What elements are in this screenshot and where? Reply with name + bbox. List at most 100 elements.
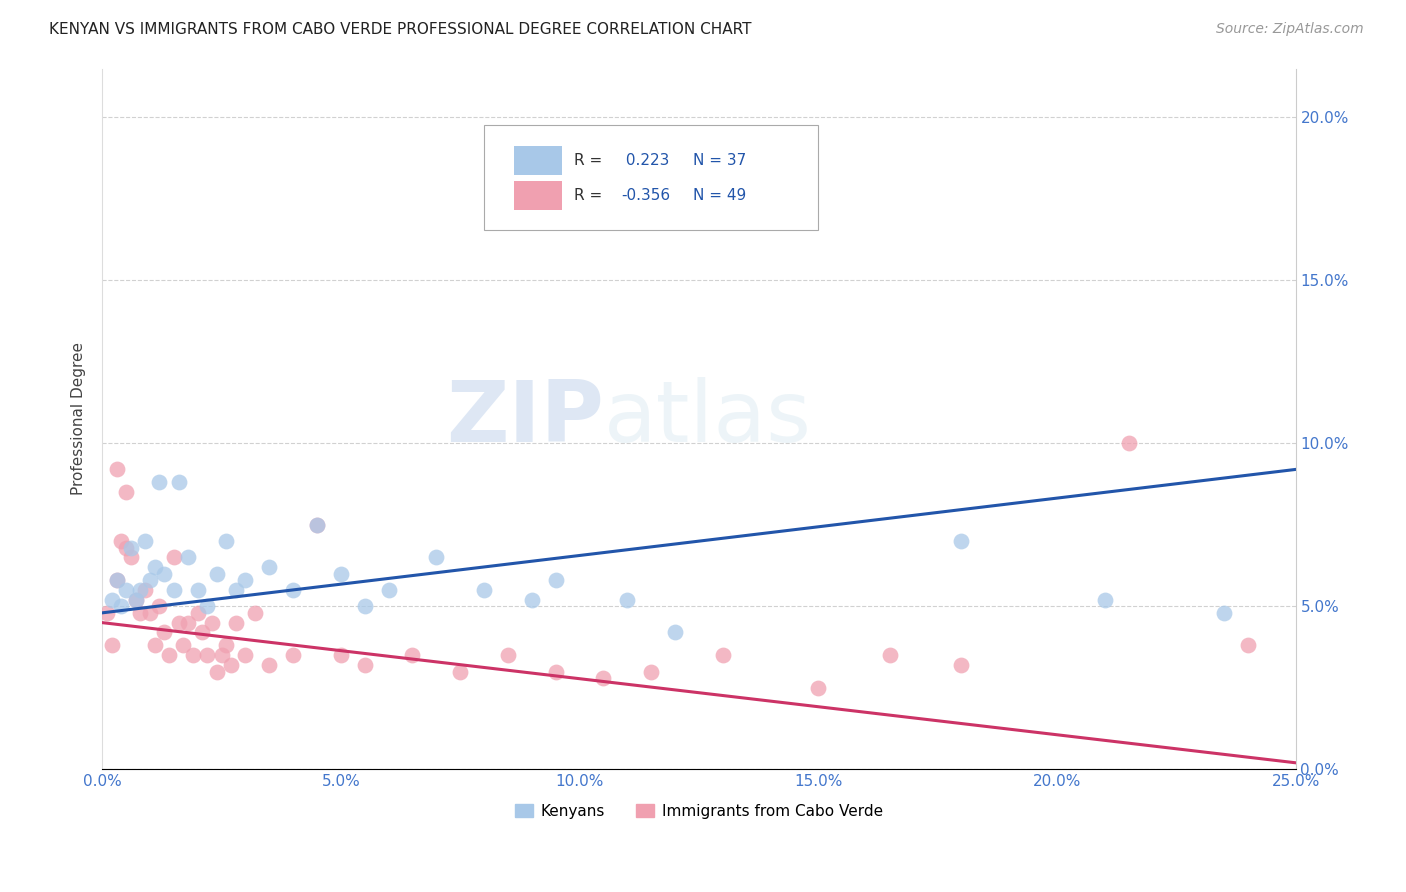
Point xyxy=(711,648,734,663)
Point xyxy=(181,648,204,663)
Point xyxy=(329,566,352,581)
Point xyxy=(283,582,305,597)
Text: Source: ZipAtlas.com: Source: ZipAtlas.com xyxy=(1216,22,1364,37)
Point xyxy=(110,534,132,549)
Point xyxy=(177,550,200,565)
FancyBboxPatch shape xyxy=(515,145,561,175)
Point xyxy=(759,192,782,206)
Point xyxy=(472,582,495,597)
Point xyxy=(215,534,238,549)
Point xyxy=(1213,606,1236,620)
Point xyxy=(807,681,830,695)
Point xyxy=(167,615,190,630)
Point xyxy=(1118,436,1140,450)
Point xyxy=(195,648,218,663)
Point xyxy=(225,582,247,597)
Point xyxy=(191,625,214,640)
Point xyxy=(124,592,146,607)
Point xyxy=(353,599,375,614)
Point xyxy=(520,592,543,607)
Point xyxy=(100,592,122,607)
Point xyxy=(243,606,266,620)
Point xyxy=(134,582,156,597)
Point xyxy=(201,615,224,630)
Point xyxy=(235,648,257,663)
Point xyxy=(259,658,281,673)
FancyBboxPatch shape xyxy=(484,125,818,230)
Point xyxy=(219,658,242,673)
Point xyxy=(153,566,176,581)
Point xyxy=(163,582,186,597)
Point xyxy=(225,615,247,630)
Point xyxy=(139,574,162,588)
Point xyxy=(1094,592,1116,607)
Point xyxy=(640,665,662,679)
Point xyxy=(100,639,122,653)
Point xyxy=(148,599,170,614)
Text: 0.223: 0.223 xyxy=(621,153,669,168)
Text: ZIP: ZIP xyxy=(446,377,603,460)
Point xyxy=(172,639,194,653)
Point xyxy=(195,599,218,614)
Point xyxy=(1237,639,1260,653)
Text: atlas: atlas xyxy=(603,377,811,460)
Point xyxy=(449,665,471,679)
Point xyxy=(177,615,200,630)
Text: N = 49: N = 49 xyxy=(693,188,747,202)
Point xyxy=(153,625,176,640)
Point xyxy=(592,671,614,685)
Point xyxy=(139,606,162,620)
Point xyxy=(215,639,238,653)
Point xyxy=(115,541,138,555)
Text: -0.356: -0.356 xyxy=(621,188,671,202)
Point xyxy=(235,574,257,588)
Text: R =: R = xyxy=(574,188,607,202)
Point xyxy=(664,625,686,640)
Point xyxy=(425,550,447,565)
Text: N = 37: N = 37 xyxy=(693,153,747,168)
Point xyxy=(950,658,973,673)
Point xyxy=(283,648,305,663)
Point xyxy=(259,560,281,574)
Point xyxy=(134,534,156,549)
Point xyxy=(143,639,166,653)
Point xyxy=(544,574,567,588)
Point xyxy=(120,550,142,565)
Text: R =: R = xyxy=(574,153,607,168)
FancyBboxPatch shape xyxy=(515,181,561,211)
Point xyxy=(496,648,519,663)
Y-axis label: Professional Degree: Professional Degree xyxy=(72,343,86,495)
Point xyxy=(205,665,228,679)
Text: KENYAN VS IMMIGRANTS FROM CABO VERDE PROFESSIONAL DEGREE CORRELATION CHART: KENYAN VS IMMIGRANTS FROM CABO VERDE PRO… xyxy=(49,22,752,37)
Point xyxy=(353,658,375,673)
Point xyxy=(124,592,146,607)
Point xyxy=(879,648,901,663)
Point xyxy=(167,475,190,490)
Point xyxy=(544,665,567,679)
Point xyxy=(115,582,138,597)
Point xyxy=(377,582,399,597)
Point xyxy=(110,599,132,614)
Point xyxy=(211,648,233,663)
Point xyxy=(115,485,138,500)
Point xyxy=(105,574,128,588)
Point xyxy=(305,517,328,532)
Point xyxy=(205,566,228,581)
Point xyxy=(105,462,128,476)
Point xyxy=(105,574,128,588)
Point xyxy=(129,606,152,620)
Point xyxy=(148,475,170,490)
Point xyxy=(329,648,352,663)
Point xyxy=(129,582,152,597)
Point xyxy=(120,541,142,555)
Point xyxy=(143,560,166,574)
Point xyxy=(950,534,973,549)
Point xyxy=(187,582,209,597)
Point xyxy=(187,606,209,620)
Point xyxy=(157,648,180,663)
Legend: Kenyans, Immigrants from Cabo Verde: Kenyans, Immigrants from Cabo Verde xyxy=(509,797,889,825)
Point xyxy=(163,550,186,565)
Point xyxy=(305,517,328,532)
Point xyxy=(401,648,423,663)
Point xyxy=(616,592,638,607)
